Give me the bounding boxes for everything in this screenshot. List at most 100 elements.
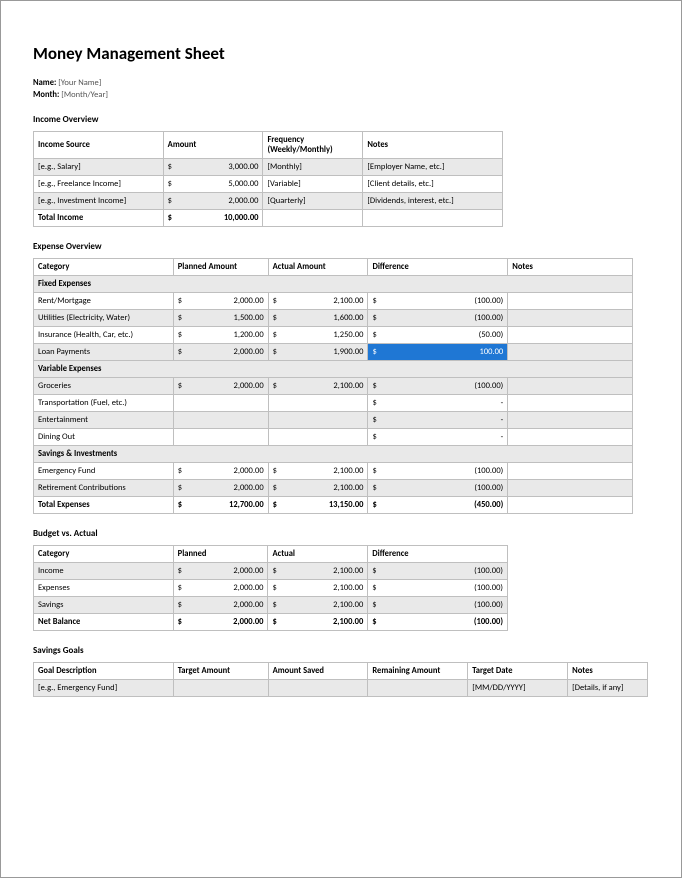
col-target: Target Amount bbox=[173, 663, 268, 680]
col-notes: Notes bbox=[363, 132, 503, 159]
total-diff: (450.00) bbox=[368, 497, 508, 514]
total-diff: (100.00) bbox=[368, 614, 508, 631]
frequency: [Variable] bbox=[263, 176, 363, 193]
notes bbox=[508, 480, 633, 497]
planned: 2,000.00 bbox=[173, 463, 268, 480]
actual: 2,100.00 bbox=[268, 463, 368, 480]
notes bbox=[508, 395, 633, 412]
notes: [Dividends, interest, etc.] bbox=[363, 193, 503, 210]
col-actual: Actual Amount bbox=[268, 259, 368, 276]
category: Rent/Mortgage bbox=[34, 293, 174, 310]
planned: 2,000.00 bbox=[173, 580, 268, 597]
notes bbox=[508, 293, 633, 310]
planned bbox=[173, 412, 268, 429]
actual: 2,100.00 bbox=[268, 293, 368, 310]
planned: 2,000.00 bbox=[173, 293, 268, 310]
remaining bbox=[368, 680, 468, 697]
planned: 1,200.00 bbox=[173, 327, 268, 344]
actual bbox=[268, 395, 368, 412]
subhead-savings: Savings & Investments bbox=[34, 446, 633, 463]
frequency: [Quarterly] bbox=[263, 193, 363, 210]
col-planned: Planned Amount bbox=[173, 259, 268, 276]
planned: 2,000.00 bbox=[173, 597, 268, 614]
notes bbox=[508, 378, 633, 395]
notes bbox=[508, 310, 633, 327]
empty-cell bbox=[363, 210, 503, 227]
income-section-title: Income Overview bbox=[33, 114, 649, 125]
table-row: [e.g., Freelance Income]5,000.00[Variabl… bbox=[34, 176, 503, 193]
col-saved: Amount Saved bbox=[268, 663, 368, 680]
actual bbox=[268, 412, 368, 429]
table-row: Loan Payments2,000.001,900.00100.00 bbox=[34, 344, 633, 361]
col-diff: Difference bbox=[368, 259, 508, 276]
planned: 2,000.00 bbox=[173, 378, 268, 395]
col-amount: Amount bbox=[163, 132, 263, 159]
difference: (100.00) bbox=[368, 597, 508, 614]
category: Income bbox=[34, 563, 174, 580]
notes bbox=[508, 412, 633, 429]
actual: 1,250.00 bbox=[268, 327, 368, 344]
planned bbox=[173, 395, 268, 412]
name-value: [Your Name] bbox=[58, 78, 101, 88]
difference: - bbox=[368, 429, 508, 446]
page-title: Money Management Sheet bbox=[33, 43, 649, 64]
target-date: [MM/DD/YYYY] bbox=[468, 680, 568, 697]
amount: 3,000.00 bbox=[163, 159, 263, 176]
total-actual: 13,150.00 bbox=[268, 497, 368, 514]
table-row: Retirement Contributions2,000.002,100.00… bbox=[34, 480, 633, 497]
empty-cell bbox=[263, 210, 363, 227]
category: Expenses bbox=[34, 580, 174, 597]
difference: (100.00) bbox=[368, 463, 508, 480]
target-amount bbox=[173, 680, 268, 697]
month-label: Month: bbox=[33, 90, 59, 100]
planned: 2,000.00 bbox=[173, 480, 268, 497]
notes bbox=[508, 429, 633, 446]
actual: 2,100.00 bbox=[268, 378, 368, 395]
actual: 2,100.00 bbox=[268, 580, 368, 597]
notes: [Client details, etc.] bbox=[363, 176, 503, 193]
notes bbox=[508, 344, 633, 361]
actual: 2,100.00 bbox=[268, 597, 368, 614]
goal-desc: [e.g., Emergency Fund] bbox=[34, 680, 174, 697]
category: Retirement Contributions bbox=[34, 480, 174, 497]
difference: (100.00) bbox=[368, 563, 508, 580]
actual: 2,100.00 bbox=[268, 563, 368, 580]
difference: - bbox=[368, 395, 508, 412]
table-row: Utilities (Electricity, Water)1,500.001,… bbox=[34, 310, 633, 327]
table-row: Dining Out - bbox=[34, 429, 633, 446]
table-row: Entertainment- bbox=[34, 412, 633, 429]
difference: (100.00) bbox=[368, 378, 508, 395]
table-row: Emergency Fund2,000.002,100.00(100.00) bbox=[34, 463, 633, 480]
meta-month: Month: [Month/Year] bbox=[33, 90, 649, 100]
category: Transportation (Fuel, etc.) bbox=[34, 395, 174, 412]
actual bbox=[268, 429, 368, 446]
table-row: Expenses2,000.002,100.00(100.00) bbox=[34, 580, 508, 597]
actual: 1,600.00 bbox=[268, 310, 368, 327]
col-date: Target Date bbox=[468, 663, 568, 680]
income-table: Income Source Amount Frequency (Weekly/M… bbox=[33, 131, 503, 227]
category: Dining Out bbox=[34, 429, 174, 446]
name-label: Name: bbox=[33, 78, 56, 88]
difference: 100.00 bbox=[368, 344, 508, 361]
table-header-row: Goal Description Target Amount Amount Sa… bbox=[34, 663, 648, 680]
amount-saved bbox=[268, 680, 368, 697]
table-row: [e.g., Salary]3,000.00[Monthly][Employer… bbox=[34, 159, 503, 176]
page: Money Management Sheet Name: [Your Name]… bbox=[0, 0, 682, 878]
amount: 5,000.00 bbox=[163, 176, 263, 193]
difference: (100.00) bbox=[368, 480, 508, 497]
total-label: Total Expenses bbox=[34, 497, 174, 514]
amount: 2,000.00 bbox=[163, 193, 263, 210]
expense-section-title: Expense Overview bbox=[33, 241, 649, 252]
actual: 1,900.00 bbox=[268, 344, 368, 361]
goals-section-title: Savings Goals bbox=[33, 645, 649, 656]
income-source: [e.g., Freelance Income] bbox=[34, 176, 164, 193]
income-source: [e.g., Investment Income] bbox=[34, 193, 164, 210]
empty-cell bbox=[508, 497, 633, 514]
col-income-source: Income Source bbox=[34, 132, 164, 159]
category: Utilities (Electricity, Water) bbox=[34, 310, 174, 327]
col-frequency: Frequency (Weekly/Monthly) bbox=[263, 132, 363, 159]
table-row: Savings2,000.002,100.00(100.00) bbox=[34, 597, 508, 614]
col-category: Category bbox=[34, 546, 174, 563]
notes: [Details, if any] bbox=[568, 680, 648, 697]
table-row: Rent/Mortgage2,000.002,100.00(100.00) bbox=[34, 293, 633, 310]
